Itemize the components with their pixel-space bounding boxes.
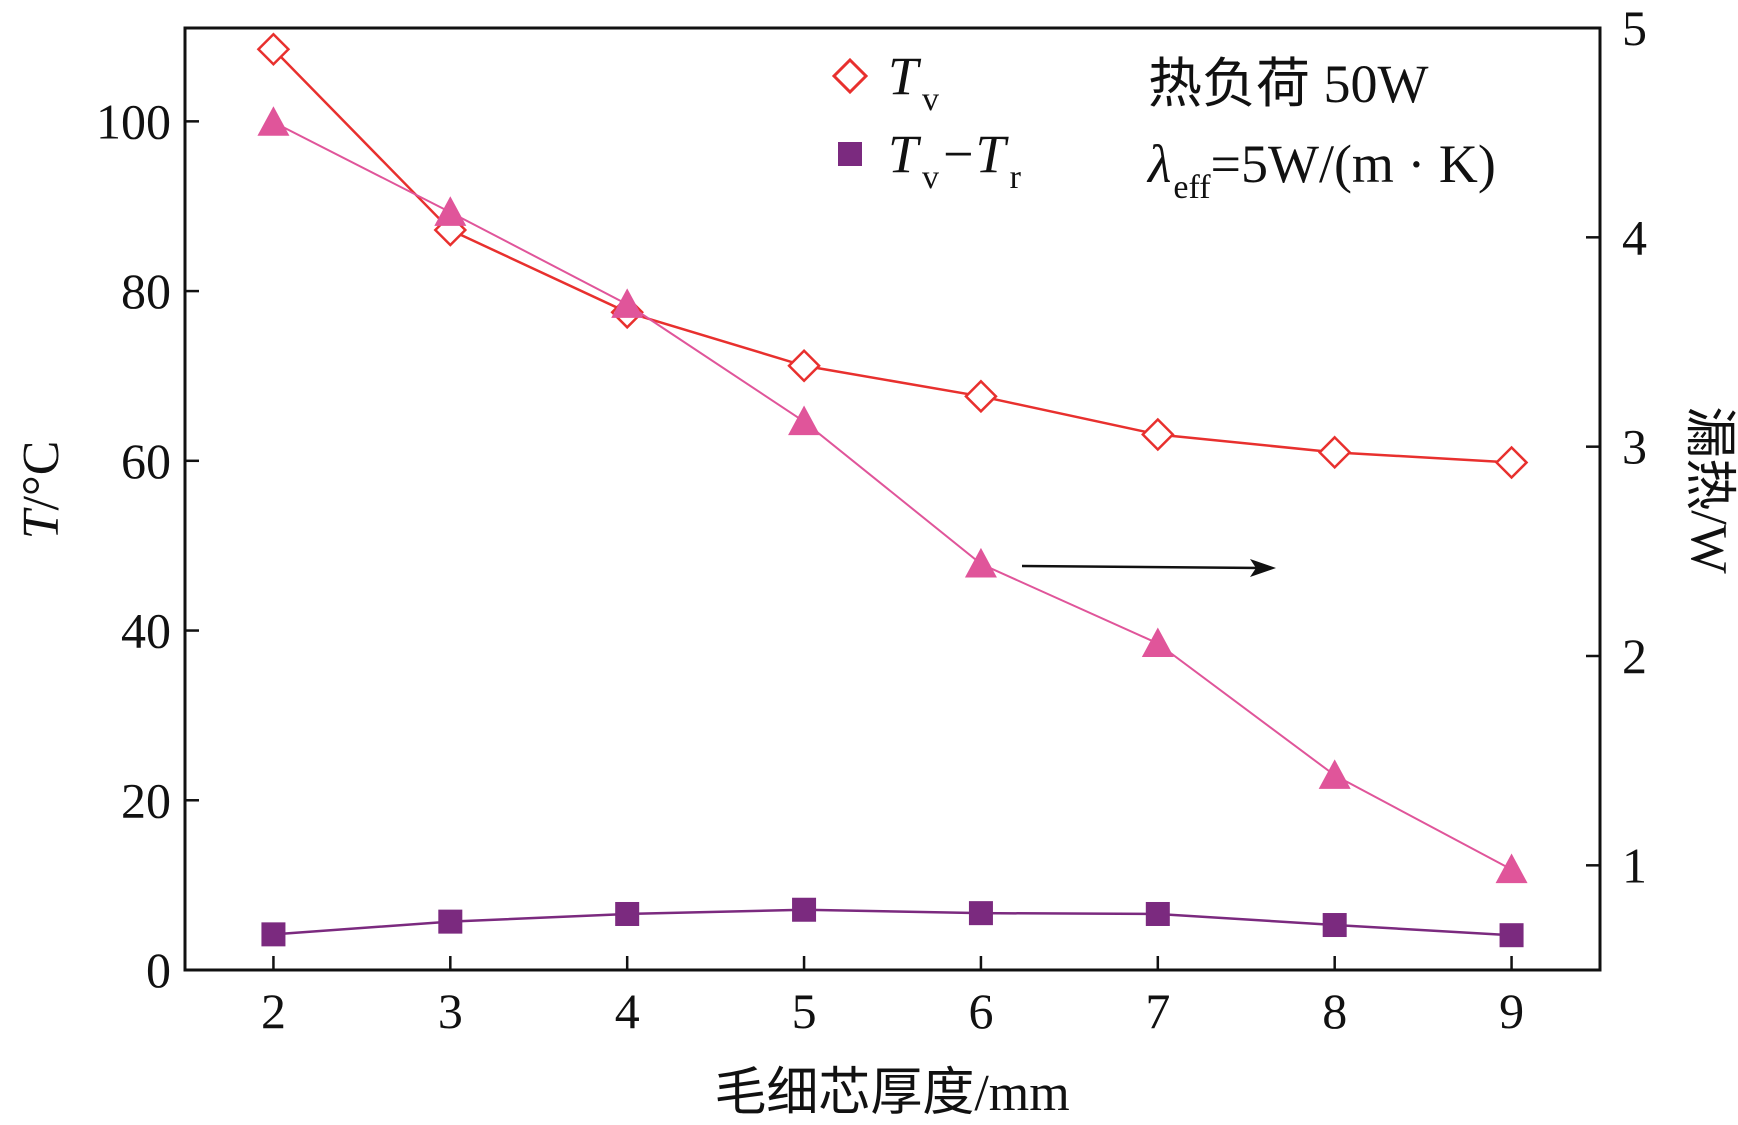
y2-tick-label: 3 — [1622, 419, 1647, 475]
data-point-triangle — [1141, 627, 1174, 658]
data-point-diamond — [787, 348, 821, 383]
y-tick-label: 40 — [121, 603, 171, 659]
data-point-triangle — [1495, 853, 1528, 884]
data-point-diamond — [1317, 435, 1352, 470]
y2-tick-label: 5 — [1622, 0, 1647, 56]
y-tick-label: 20 — [121, 772, 171, 828]
x-tick-label: 7 — [1145, 983, 1170, 1039]
y2-axis-title: 漏热/W — [1680, 406, 1737, 574]
x-axis-ticks: 2 3 4 5 6 7 8 9 — [261, 956, 1524, 1039]
x-tick-label: 2 — [261, 983, 286, 1039]
series-line-0 — [272, 48, 1512, 464]
x-tick-label: 4 — [615, 983, 640, 1039]
data-point-triangle — [611, 288, 644, 318]
y-axis-title-unit: /°C — [13, 441, 70, 511]
data-point-diamond — [964, 379, 998, 414]
x-axis-title: 毛细芯厚度/mm — [714, 1065, 1069, 1122]
data-point-triangle — [434, 196, 467, 226]
data-point-square — [1322, 913, 1347, 938]
y-tick-label: 100 — [96, 93, 171, 149]
series-layer — [256, 32, 1529, 948]
data-point-diamond — [1141, 417, 1175, 452]
plot-frame — [183, 26, 1602, 972]
series-line-2 — [272, 121, 1513, 871]
y2-tick-label: 1 — [1622, 837, 1647, 893]
y2-tick-label: 2 — [1622, 628, 1647, 684]
data-point-square — [968, 901, 993, 926]
data-point-triangle — [788, 405, 821, 436]
data-point-square — [1145, 901, 1170, 926]
x-tick-label: 9 — [1499, 983, 1524, 1039]
data-point-square — [261, 922, 286, 947]
y-tick-label: 80 — [121, 263, 171, 319]
annotation-heat-load: 热负荷 50W — [1148, 54, 1428, 114]
data-point-square — [1499, 923, 1524, 948]
data-point-triangle — [964, 547, 997, 578]
annotation-lambda: λeff=5W/(m · K) — [1146, 134, 1496, 206]
data-point-triangle — [257, 106, 290, 136]
data-point-diamond — [256, 32, 291, 66]
series-line-1 — [273, 908, 1512, 937]
data-point-square — [792, 897, 817, 922]
x-tick-label: 5 — [792, 983, 817, 1039]
data-point-diamond — [1494, 445, 1529, 480]
x-tick-label: 8 — [1322, 983, 1347, 1039]
y-tick-label: 0 — [146, 942, 171, 998]
data-point-square — [615, 901, 640, 926]
y-axis-title: T/°C — [13, 441, 70, 540]
right-axis-arrow — [1021, 559, 1276, 577]
y-tick-label: 60 — [121, 433, 171, 489]
legend-marker-tv — [831, 57, 869, 95]
y2-tick-label: 4 — [1622, 209, 1647, 265]
x-tick-label: 3 — [438, 983, 463, 1039]
y-axis-ticks: 0 20 40 60 80 100 — [96, 93, 199, 998]
data-point-triangle — [1318, 759, 1351, 789]
x-tick-label: 6 — [968, 983, 993, 1039]
y2-axis-ticks: 1 2 3 4 5 — [1586, 0, 1647, 893]
y-axis-title-italic: T — [13, 507, 70, 539]
data-point-square — [438, 909, 463, 934]
legend-marker-tv-tr — [838, 142, 862, 166]
